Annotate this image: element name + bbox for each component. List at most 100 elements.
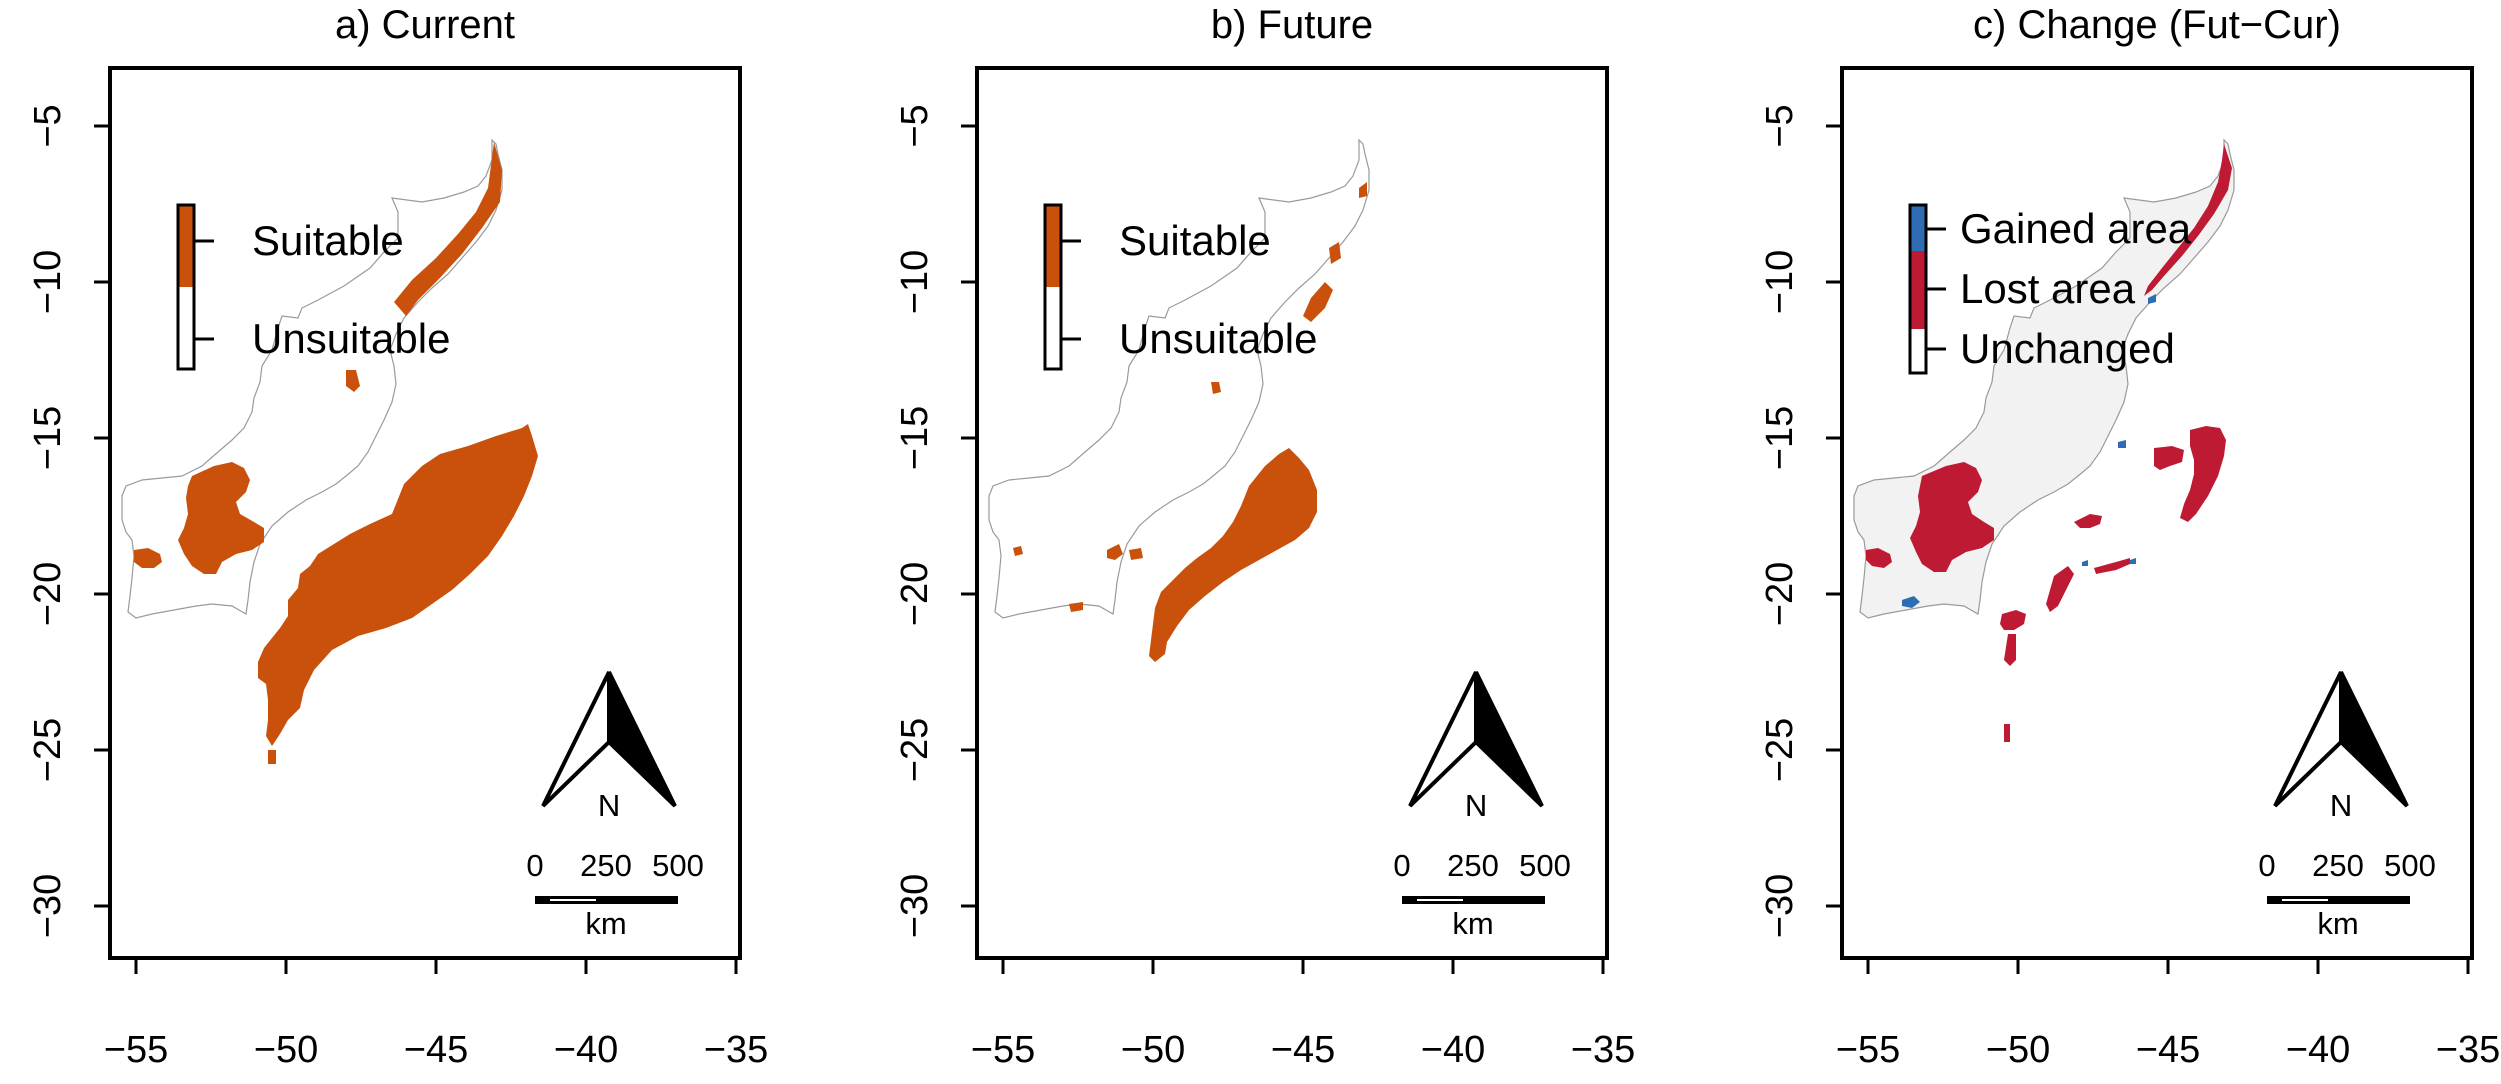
- suitable-region: [1129, 548, 1143, 560]
- suitable-region: [178, 462, 264, 574]
- scale-label: 500: [652, 848, 704, 883]
- lost-region: [1910, 462, 1994, 572]
- y-tick-label: −25: [1759, 718, 1801, 782]
- scale-label: 250: [2312, 848, 2364, 883]
- x-tick-label: −50: [254, 1029, 318, 1071]
- legend-unchanged-swatch: [1910, 329, 1926, 373]
- x-tick-label: −40: [554, 1029, 618, 1071]
- x-tick-label: −35: [1571, 1029, 1635, 1071]
- lost-region: [1866, 548, 1892, 568]
- gained-region: [2082, 560, 2088, 566]
- gained-region: [1902, 596, 1920, 608]
- y-tick-label: −5: [27, 104, 69, 147]
- y-tick-label: −15: [894, 406, 936, 470]
- x-tick-label: −45: [1271, 1029, 1335, 1071]
- lost-region: [2004, 724, 2010, 742]
- legend: Suitable Unsuitable: [176, 203, 450, 371]
- scale-bar: 0 250 500 km: [1393, 848, 1570, 941]
- legend-suitable-swatch: [1045, 205, 1061, 287]
- x-tick-label: −55: [1836, 1029, 1900, 1071]
- map-area: [988, 139, 1370, 662]
- suitable-region: [1359, 182, 1367, 198]
- gained-region: [2130, 558, 2136, 564]
- suitable-region: [346, 370, 360, 392]
- north-arrow-icon: N: [1408, 671, 1544, 823]
- suitable-region: [1303, 282, 1333, 322]
- map-panel-3: c) Change (Fut−Cur) −55 −50 −45 −40 −35 −5 −10 −…: [1759, 3, 2500, 1071]
- y-tick-label: −30: [894, 874, 936, 938]
- y-tick-label: −20: [894, 562, 936, 626]
- gained-region: [2118, 440, 2126, 448]
- y-tick-label: −15: [1759, 406, 1801, 470]
- x-tick-label: −50: [1121, 1029, 1185, 1071]
- y-tick-label: −30: [27, 874, 69, 938]
- suitable-region: [1329, 242, 1341, 264]
- scale-unit: km: [2317, 906, 2358, 941]
- x-tick-label: −50: [1986, 1029, 2050, 1071]
- suitable-region: [268, 750, 276, 764]
- plot-frame: [975, 66, 1609, 960]
- legend: Gained area Lost area Unchanged: [1908, 203, 2192, 375]
- suitable-region: [1149, 448, 1317, 662]
- scale-bar-line: [535, 896, 678, 904]
- y-tick-label: −25: [27, 718, 69, 782]
- x-tick-label: −55: [971, 1029, 1035, 1071]
- y-tick-label: −5: [894, 104, 936, 147]
- map-panel-1: a) Current −55 −50 −45 −40 −35 −5 −10 −15 −20 −25 −…: [27, 3, 768, 1071]
- legend-label: Gained area: [1960, 205, 2192, 252]
- legend-gained-swatch: [1910, 205, 1926, 251]
- plot-frame: [1840, 66, 2474, 960]
- x-tick-label: −45: [404, 1029, 468, 1071]
- legend-label: Lost area: [1960, 265, 2136, 312]
- scale-bar-line: [1402, 896, 1545, 904]
- x-tick-label: −45: [2136, 1029, 2200, 1071]
- map-area: [121, 139, 538, 764]
- scale-bar: 0 250 500 km: [526, 848, 703, 941]
- north-arrow-icon: N: [2273, 671, 2409, 823]
- legend-label: Unsuitable: [252, 315, 450, 362]
- panel-title: b) Future: [1211, 3, 1373, 47]
- suitable-region: [1211, 382, 1221, 394]
- scale-label: 500: [2384, 848, 2436, 883]
- north-label: N: [1465, 788, 1487, 823]
- x-tick-label: −40: [1421, 1029, 1485, 1071]
- legend-lost-swatch: [1910, 251, 1926, 329]
- lost-region: [2094, 558, 2130, 574]
- lost-region: [2074, 514, 2102, 528]
- scale-unit: km: [585, 906, 626, 941]
- legend-suitable-swatch: [178, 205, 194, 287]
- scale-label: 500: [1519, 848, 1571, 883]
- lost-region: [2046, 566, 2074, 612]
- suitable-region: [134, 548, 162, 568]
- plot-frame: [108, 66, 742, 960]
- scale-bar-line: [2267, 896, 2410, 904]
- y-tick-label: −10: [894, 250, 936, 314]
- north-arrow-icon: N: [541, 671, 677, 823]
- y-tick-label: −20: [27, 562, 69, 626]
- legend-label: Suitable: [1119, 217, 1271, 264]
- suitable-region: [394, 142, 502, 316]
- panel-title: c) Change (Fut−Cur): [1973, 3, 2341, 47]
- scale-label: 250: [580, 848, 632, 883]
- y-tick-label: −25: [894, 718, 936, 782]
- suitable-region: [1013, 546, 1023, 556]
- scale-label: 250: [1447, 848, 1499, 883]
- suitable-region: [258, 424, 538, 746]
- scale-unit: km: [1452, 906, 1493, 941]
- lost-region: [2144, 144, 2232, 296]
- y-tick-label: −20: [1759, 562, 1801, 626]
- legend-label: Unchanged: [1960, 325, 2175, 372]
- scale-label: 0: [2258, 848, 2275, 883]
- y-tick-label: −10: [27, 250, 69, 314]
- north-label: N: [598, 788, 620, 823]
- x-tick-label: −35: [704, 1029, 768, 1071]
- x-tick-label: −40: [2286, 1029, 2350, 1071]
- y-tick-label: −5: [1759, 104, 1801, 147]
- x-tick-label: −55: [104, 1029, 168, 1071]
- gained-region: [2148, 294, 2156, 304]
- legend-label: Unsuitable: [1119, 315, 1317, 362]
- lost-region: [2000, 610, 2026, 630]
- map-panel-2: b) Future −55 −50 −45 −40 −35 −5 −10 −15 −20 −25 −3…: [894, 3, 1635, 1071]
- suitable-region: [1069, 602, 1083, 612]
